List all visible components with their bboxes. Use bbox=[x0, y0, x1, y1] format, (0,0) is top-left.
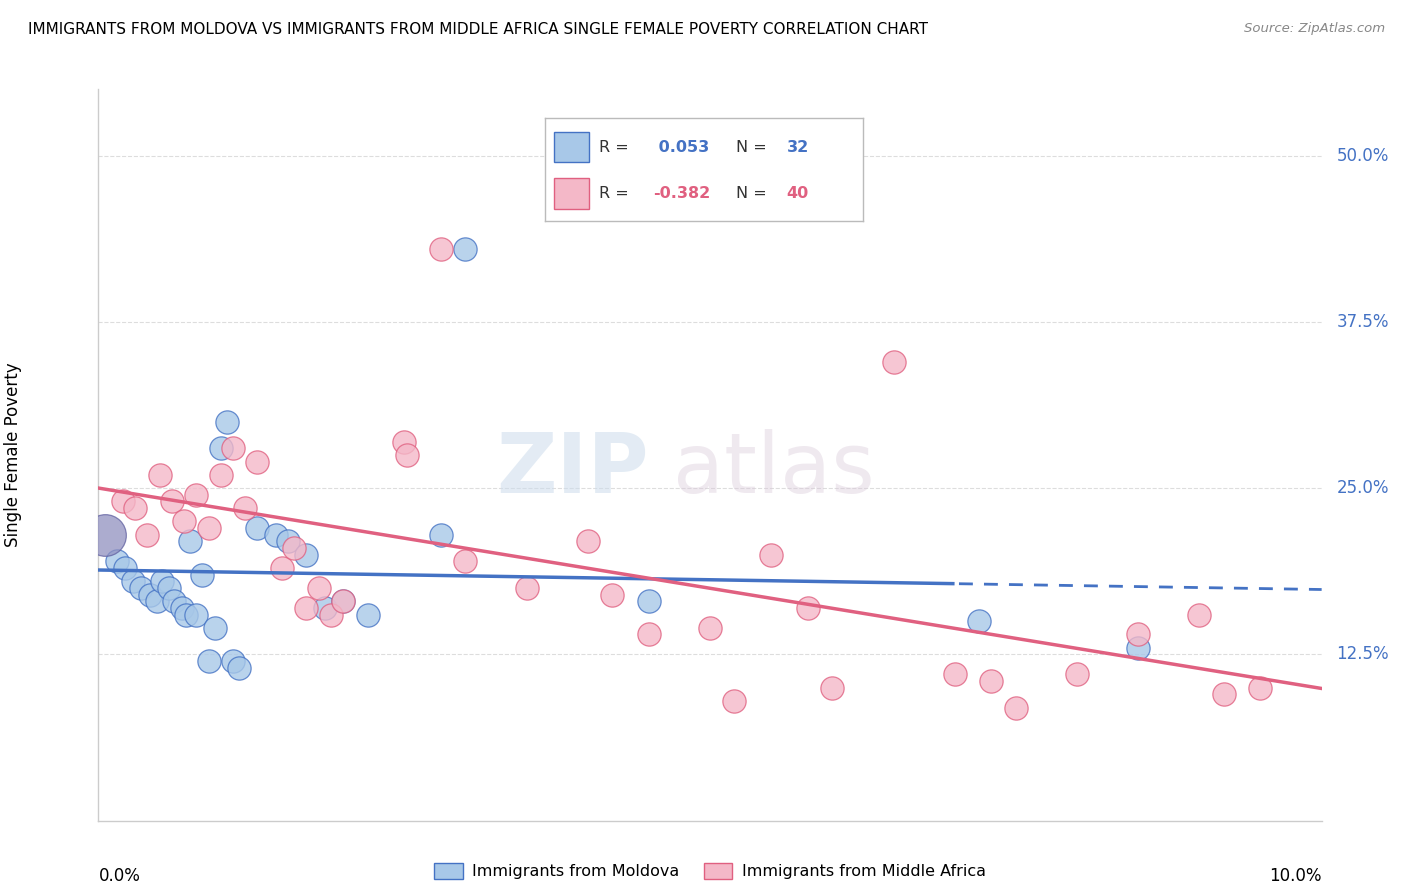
Point bbox=[264, 527, 287, 541]
Point bbox=[228, 661, 250, 675]
Point bbox=[1066, 667, 1088, 681]
Point bbox=[1128, 640, 1150, 655]
Point bbox=[114, 561, 136, 575]
Point bbox=[246, 454, 269, 468]
Point bbox=[967, 614, 990, 628]
Point bbox=[186, 488, 208, 502]
Point bbox=[197, 654, 219, 668]
Point bbox=[191, 567, 214, 582]
Point bbox=[314, 600, 336, 615]
Point bbox=[139, 588, 162, 602]
Point bbox=[308, 581, 330, 595]
Point bbox=[454, 242, 477, 256]
Text: IMMIGRANTS FROM MOLDOVA VS IMMIGRANTS FROM MIDDLE AFRICA SINGLE FEMALE POVERTY C: IMMIGRANTS FROM MOLDOVA VS IMMIGRANTS FR… bbox=[28, 22, 928, 37]
Text: atlas: atlas bbox=[673, 429, 875, 510]
Point bbox=[163, 594, 186, 608]
Point bbox=[204, 621, 226, 635]
Text: ZIP: ZIP bbox=[496, 429, 648, 510]
Point bbox=[943, 667, 966, 681]
Point bbox=[105, 554, 128, 568]
Point bbox=[197, 521, 219, 535]
Point bbox=[600, 588, 623, 602]
Point bbox=[516, 581, 538, 595]
Point bbox=[157, 581, 180, 595]
Point bbox=[1128, 627, 1150, 641]
Text: 37.5%: 37.5% bbox=[1336, 313, 1389, 331]
Point bbox=[356, 607, 378, 622]
Point bbox=[1212, 687, 1234, 701]
Text: 25.0%: 25.0% bbox=[1336, 479, 1389, 497]
Point bbox=[176, 607, 198, 622]
Point bbox=[295, 548, 318, 562]
Point bbox=[883, 355, 905, 369]
Point bbox=[430, 242, 453, 256]
Point bbox=[111, 494, 134, 508]
Point bbox=[222, 442, 245, 456]
Point bbox=[821, 681, 844, 695]
Point bbox=[454, 554, 477, 568]
Point bbox=[186, 607, 208, 622]
Point bbox=[332, 594, 354, 608]
Point bbox=[136, 527, 159, 541]
Point bbox=[576, 534, 599, 549]
Point bbox=[637, 594, 661, 608]
Legend: Immigrants from Moldova, Immigrants from Middle Africa: Immigrants from Moldova, Immigrants from… bbox=[427, 856, 993, 886]
Point bbox=[277, 534, 299, 549]
Point bbox=[699, 621, 721, 635]
Point bbox=[209, 467, 232, 482]
Point bbox=[215, 415, 238, 429]
Point bbox=[980, 673, 1002, 688]
Point bbox=[637, 627, 661, 641]
Point bbox=[332, 594, 354, 608]
Point bbox=[797, 600, 820, 615]
Point bbox=[430, 527, 453, 541]
Text: 0.0%: 0.0% bbox=[98, 867, 141, 885]
Text: 10.0%: 10.0% bbox=[1270, 867, 1322, 885]
Text: 12.5%: 12.5% bbox=[1336, 646, 1389, 664]
Text: 50.0%: 50.0% bbox=[1336, 146, 1389, 165]
Point bbox=[233, 501, 256, 516]
Point bbox=[149, 467, 172, 482]
Point bbox=[150, 574, 173, 589]
Point bbox=[160, 494, 183, 508]
Point bbox=[295, 600, 318, 615]
Point bbox=[173, 515, 195, 529]
Point bbox=[246, 521, 269, 535]
Point bbox=[1250, 681, 1272, 695]
Point bbox=[124, 501, 146, 516]
Point bbox=[179, 534, 201, 549]
Text: Source: ZipAtlas.com: Source: ZipAtlas.com bbox=[1244, 22, 1385, 36]
Point bbox=[93, 527, 115, 541]
Point bbox=[270, 561, 294, 575]
Point bbox=[1188, 607, 1211, 622]
Point bbox=[283, 541, 305, 555]
Point bbox=[121, 574, 143, 589]
Point bbox=[222, 654, 245, 668]
Point bbox=[209, 442, 232, 456]
Point bbox=[392, 434, 416, 449]
Point bbox=[761, 548, 783, 562]
Point bbox=[723, 694, 745, 708]
Text: Single Female Poverty: Single Female Poverty bbox=[4, 363, 22, 547]
Point bbox=[146, 594, 169, 608]
Point bbox=[319, 607, 342, 622]
Point bbox=[170, 600, 193, 615]
Point bbox=[395, 448, 418, 462]
Point bbox=[129, 581, 152, 595]
Point bbox=[1004, 700, 1026, 714]
